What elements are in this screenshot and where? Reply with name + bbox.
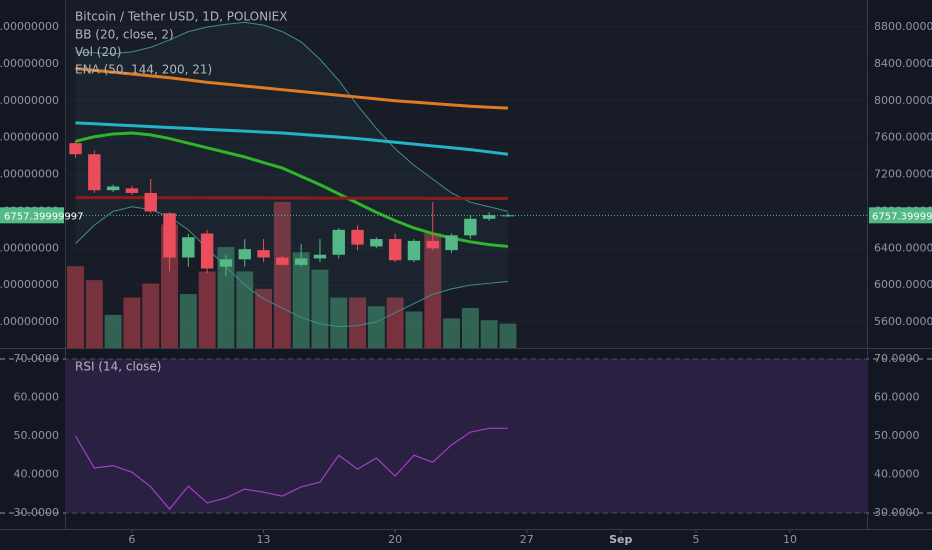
candle-body [501, 215, 515, 217]
last-price-box [0, 207, 64, 224]
last-price-label: 6757.39999997 [4, 211, 84, 222]
candle-body [294, 258, 308, 265]
y-tick-label: 8000.00000000 [874, 94, 932, 107]
candle-body [144, 192, 157, 212]
indicator-label: ENA (50, 144, 200, 21) [75, 63, 212, 77]
x-tick-label: 10 [783, 533, 797, 546]
volume-bar [311, 269, 329, 348]
rsi-line [75, 427, 508, 511]
candle-body [238, 249, 251, 260]
volume-bar [292, 252, 310, 348]
x-tick-label: 13 [257, 533, 271, 546]
volume-bar [367, 306, 385, 348]
y-tick-label: 7600.00000000 [0, 131, 59, 144]
candle-body [200, 233, 214, 269]
volume-bar [405, 311, 423, 348]
candle-body [388, 239, 402, 261]
y-tick-label: 30.0000 [874, 506, 920, 519]
volume-bar [217, 247, 235, 348]
y-tick-label: 60.0000 [874, 391, 920, 404]
y-tick-label: 8800.00000000 [0, 20, 59, 33]
candle-body [69, 143, 82, 155]
price-pane [65, 0, 868, 348]
ma-line [75, 121, 509, 156]
candle-body [464, 218, 477, 236]
y-tick-label: 7200.00000000 [874, 168, 932, 181]
ma-line [75, 131, 509, 248]
x-tick-label: Sep [609, 533, 632, 546]
volume-bar [273, 201, 291, 348]
candle-body [276, 257, 289, 265]
volume-bar [386, 297, 404, 348]
y-tick-label: 70.0000 [14, 352, 60, 365]
x-tick-label: 27 [520, 533, 534, 546]
volume-bar [424, 233, 442, 348]
volume-bar [349, 297, 367, 348]
y-tick-label: 6000.00000000 [874, 278, 932, 291]
candle-body [332, 229, 345, 255]
candle-body [445, 235, 458, 251]
y-tick-label: 50.0000 [14, 429, 60, 442]
ma-line [75, 196, 508, 200]
volume-bar [142, 283, 160, 348]
indicator-label: Vol (20) [75, 45, 121, 59]
candle-body [257, 250, 270, 258]
y-tick-label: 8000.00000000 [0, 94, 59, 107]
y-tick-label: 40.0000 [874, 468, 920, 481]
y-tick-label: 50.0000 [874, 429, 920, 442]
y-tick-label: 5600.00000000 [0, 315, 59, 328]
volume-bar [330, 297, 348, 348]
candle-body [313, 254, 327, 259]
y-tick-label: 40.0000 [14, 468, 60, 481]
candle-body [482, 215, 496, 219]
y-tick-label: 70.0000 [874, 352, 920, 365]
y-tick-label: 6400.00000000 [0, 241, 59, 254]
volume-bar [104, 314, 122, 348]
indicator-label: BB (20, close, 2) [75, 28, 174, 42]
y-tick-label: 8400.00000000 [0, 57, 59, 70]
volume-bar [499, 323, 517, 348]
x-tick-label: 6 [128, 533, 135, 546]
volume-bar [255, 288, 273, 348]
candle-body [370, 239, 383, 247]
candle-body [125, 188, 139, 193]
volume-bar [236, 271, 254, 348]
volume-bar [198, 271, 216, 348]
candle-body [182, 237, 195, 258]
candle-body [106, 186, 120, 191]
last-price-box [869, 207, 932, 224]
candle-body [426, 240, 439, 249]
volume-bar [461, 307, 479, 348]
y-tick-label: 7200.00000000 [0, 168, 59, 181]
y-tick-label: 6000.00000000 [0, 278, 59, 291]
ma-line [75, 66, 509, 110]
volume-bar [480, 320, 498, 348]
chart-title: Bitcoin / Tether USD, 1D, POLONIEX [75, 10, 287, 24]
band-line [75, 21, 509, 212]
candle-body [88, 154, 101, 191]
y-tick-label: 8400.00000000 [874, 57, 932, 70]
y-tick-label: 7600.00000000 [874, 131, 932, 144]
candle-body [407, 240, 421, 261]
candle-body [219, 259, 233, 267]
y-tick-label: 8800.00000000 [874, 20, 932, 33]
volume-bar [67, 266, 84, 348]
candle-body [163, 213, 176, 258]
chart-title: RSI (14, close) [75, 360, 161, 374]
y-tick-label: 5600.00000000 [874, 315, 932, 328]
volume-bar [443, 318, 461, 348]
y-tick-label: 60.0000 [14, 391, 60, 404]
x-tick-label: 20 [388, 533, 402, 546]
y-tick-label: 30.0000 [14, 506, 60, 519]
y-tick-label: 6400.00000000 [874, 241, 932, 254]
volume-bar [123, 297, 141, 348]
x-tick-label: 5 [692, 533, 699, 546]
candle-body [351, 229, 364, 245]
last-price-label: 6757.39999997 [872, 211, 932, 222]
volume-bar [179, 294, 197, 348]
volume-bar [85, 280, 103, 348]
